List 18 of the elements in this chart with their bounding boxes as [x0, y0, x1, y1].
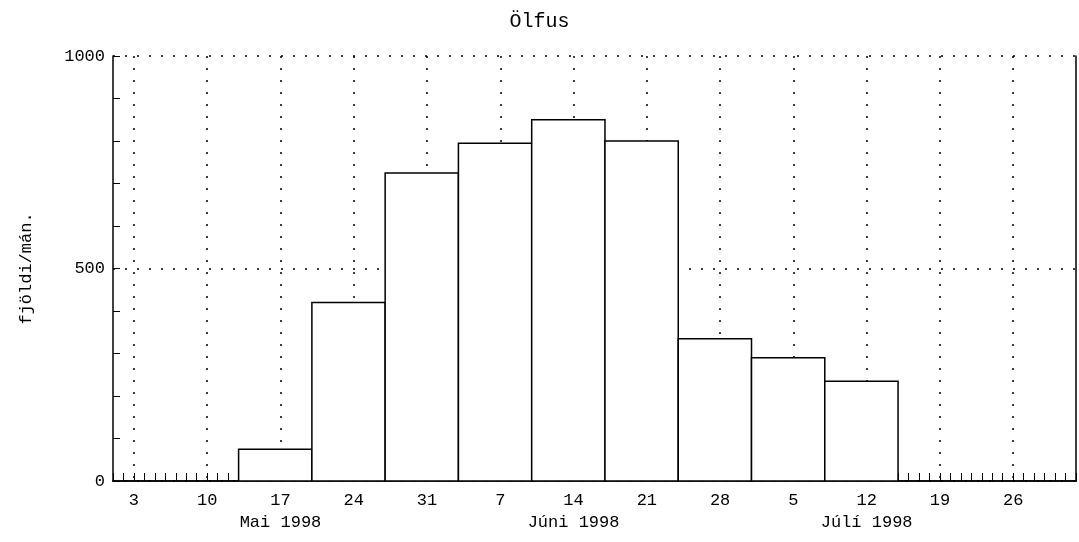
y-tick-label: 500: [74, 259, 105, 278]
x-tick-label: 17 Mai 1998: [239, 490, 322, 532]
y-axis-title: fjöldi/mán.: [17, 212, 36, 325]
x-tick-label: 26: [1002, 490, 1024, 510]
x-tick-label: 21: [636, 490, 658, 510]
x-tick-label: 7: [495, 490, 506, 510]
chart-title: Ölfus: [509, 9, 570, 33]
x-tick-label: 5: [788, 490, 799, 510]
x-tick-label: 19: [929, 490, 951, 510]
x-tick-label: 31: [416, 490, 438, 510]
y-tick-label: 0: [94, 471, 105, 491]
x-tick-label: 24: [343, 490, 364, 510]
x-tick-label: 3: [128, 490, 140, 510]
x-tick-label: 28: [709, 490, 731, 510]
y-tick-label: 1000: [64, 46, 105, 66]
x-tick-label: 12 Júlí 1998: [820, 490, 913, 532]
x-tick-label: 10: [197, 490, 218, 510]
x-tick-label: 14 Júni 1998: [527, 490, 620, 532]
